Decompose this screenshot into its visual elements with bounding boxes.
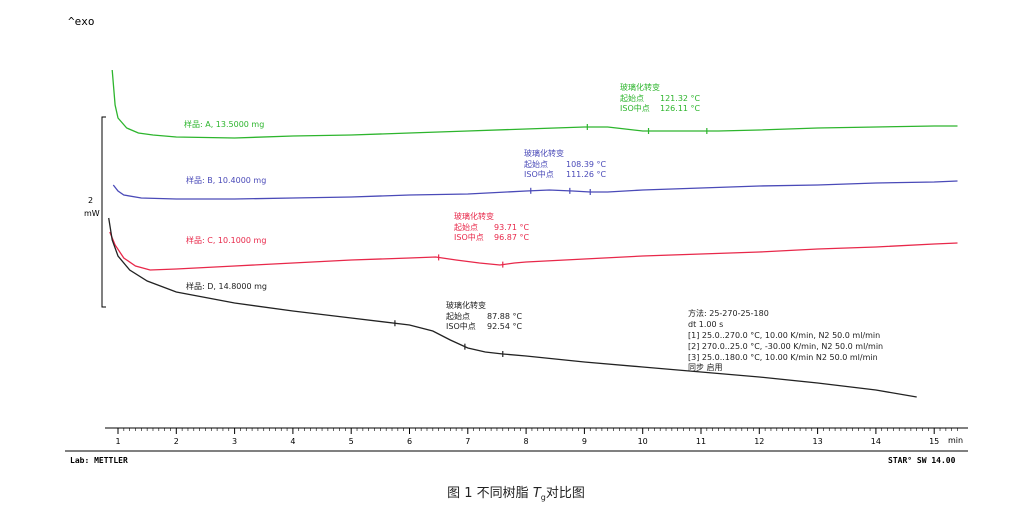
tg-title-b: 玻璃化转变 [524,148,564,158]
x-tick-label-12: 12 [754,437,764,446]
series-label-b: 样品: B, 10.4000 mg [186,175,266,185]
tg-mid-value-c: 96.87 °C [494,233,529,242]
caption-suffix: 对比图 [546,486,585,501]
tg-onset-label-d: 起始点 [446,311,470,321]
method-step-3: [3] 25.0..180.0 °C, 10.00 K/min N2 50.0 … [688,353,878,362]
figure-caption: 图 1 不同树脂 Tg对比图 [447,486,585,502]
tg-annotation-c: 玻璃化转变 起始点 93.71 °C ISO中点 96.87 °C [454,211,529,242]
markers-group [394,124,708,357]
x-tick-label-9: 9 [582,437,587,446]
tg-annotation-b: 玻璃化转变 起始点 108.39 °C ISO中点 111.26 °C [524,148,607,179]
scale-bar-bracket [101,116,106,308]
x-tick-label-6: 6 [407,437,412,446]
method-title: 方法: 25-270-25-180 [688,308,769,318]
tg-mid-label-a: ISO中点 [620,103,650,113]
series-label-d: 样品: D, 14.8000 mg [186,281,267,291]
x-axis: 1 2 3 4 5 6 7 8 9 10 11 12 13 14 15 [105,427,968,446]
caption-subscript: g [541,493,546,502]
tg-onset-value-c: 93.71 °C [494,223,529,232]
tg-mid-value-b: 111.26 °C [566,170,607,179]
tg-annotation-a: 玻璃化转变 起始点 121.32 °C ISO中点 126.11 °C [620,82,701,113]
tg-annotation-d: 玻璃化转变 起始点 87.88 °C ISO中点 92.54 °C [446,300,522,331]
tg-onset-value-a: 121.32 °C [660,94,701,103]
tg-onset-label-b: 起始点 [524,159,548,169]
series-line-b [112,180,958,200]
method-step-2: [2] 270.0..25.0 °C, -30.00 K/min, N2 50.… [688,342,883,351]
x-tick-label-1: 1 [115,437,120,446]
series-label-c: 样品: C, 10.1000 mg [186,235,266,245]
x-tick-label-7: 7 [465,437,470,446]
tg-title-d: 玻璃化转变 [446,300,486,310]
x-tick-label-14: 14 [871,437,881,446]
tg-onset-label-c: 起始点 [454,222,478,232]
series-label-a: 样品: A, 13.5000 mg [184,119,264,129]
scale-bar-unit: mW [84,209,100,218]
series-group [108,69,958,398]
x-tick-label-8: 8 [524,437,529,446]
tg-onset-value-b: 108.39 °C [566,160,607,169]
tg-mid-value-d: 92.54 °C [487,322,522,331]
tg-mid-label-b: ISO中点 [524,169,554,179]
method-dt: dt 1.00 s [688,320,723,329]
x-tick-label-4: 4 [290,437,295,446]
tg-onset-value-d: 87.88 °C [487,312,522,321]
x-tick-label-3: 3 [232,437,237,446]
series-line-a [111,69,958,139]
software-label: STAR° SW 14.00 [888,456,956,465]
tg-mid-label-d: ISO中点 [446,321,476,331]
x-axis-unit: min [948,436,963,445]
x-tick-label-2: 2 [174,437,179,446]
tg-title-a: 玻璃化转变 [620,82,660,92]
caption-prefix: 图 1 不同树脂 [447,486,533,501]
caption-symbol: T [533,486,542,501]
tg-mid-label-c: ISO中点 [454,232,484,242]
series-line-c [109,231,958,271]
tg-title-c: 玻璃化转变 [454,211,494,221]
exo-label: ^exo [68,15,95,28]
method-step-1: [1] 25.0..270.0 °C, 10.00 K/min, N2 50.0… [688,331,880,340]
method-note: 同步 启用 [688,362,723,372]
x-tick-label-5: 5 [349,437,354,446]
x-tick-label-15: 15 [929,437,939,446]
tg-mid-value-a: 126.11 °C [660,104,701,113]
scale-bar-value: 2 [88,196,93,205]
x-tick-label-10: 10 [638,437,648,446]
method-box: 方法: 25-270-25-180 dt 1.00 s [1] 25.0..27… [688,308,883,372]
lab-label: Lab: METTLER [70,456,128,465]
x-tick-label-11: 11 [696,437,706,446]
scale-bar: 2 mW [84,116,106,308]
series-line-d [108,217,917,398]
x-tick-label-13: 13 [813,437,823,446]
tg-onset-label-a: 起始点 [620,93,644,103]
